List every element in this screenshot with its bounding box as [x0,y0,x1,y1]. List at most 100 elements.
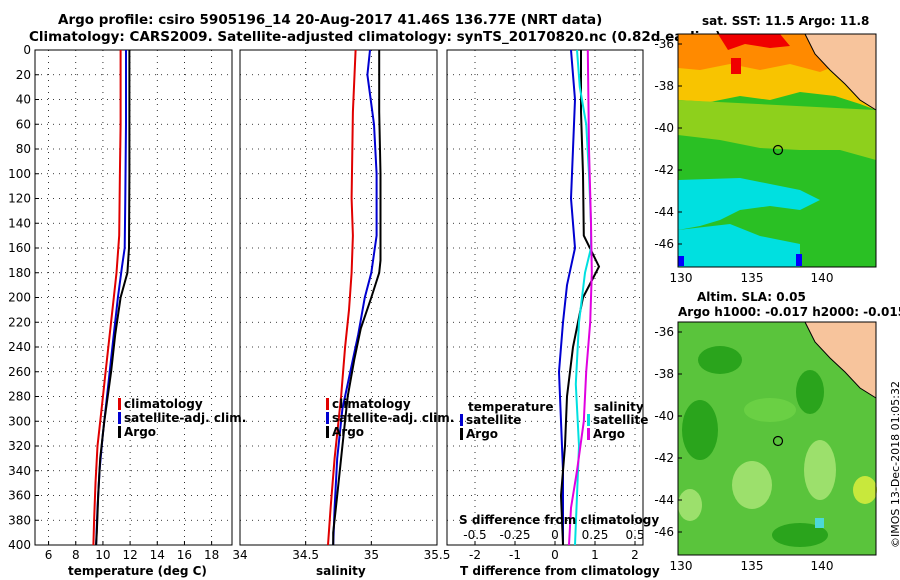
x-tick-label: 12 [122,548,137,562]
legend-swatch [460,428,463,440]
series-line-temperature-satellite [557,49,577,545]
legend-label: climatology [124,397,203,411]
series-line-satellite-adj-clim- [332,49,378,546]
legend-label: satellite [466,413,521,427]
map-lon-label: 140 [811,559,834,573]
series-line-argo [332,50,382,545]
x-tick-label: 35 [364,548,379,562]
x-tick-label: 2 [631,548,639,562]
y-tick-label: 80 [16,142,31,156]
x-tick-label: 34 [232,548,247,562]
map-lat-label: -42 [654,163,674,177]
map-lat-label: -36 [654,37,674,51]
legend-label: satellite-adj. clim. [332,411,454,425]
series-line-salinity-argo [568,49,593,546]
sla-map: Altim. SLA: 0.05 Argo h1000: -0.017 h200… [654,290,900,573]
sst-map: sat. SST: 11.5 Argo: 11.8 130 135 140 -36 -3… [654,14,877,285]
legend-label: Argo [593,427,625,441]
legend-swatch [587,414,590,426]
map-lat-label: -40 [654,121,674,135]
temperature-xlabel: temperature (deg C) [68,564,207,578]
legend-swatch [587,428,590,440]
map-lat-label: -46 [654,525,674,539]
x-top-tick-label: 0.5 [625,528,644,542]
y-tick-label: 220 [8,315,31,329]
y-tick-label: 160 [8,241,31,255]
y-tick-label: 60 [16,117,31,131]
sla-map-title-line2: Argo h1000: -0.017 h2000: -0.015 [678,305,900,319]
x-top-tick-label: -0.25 [499,528,530,542]
legend-title-temperature: temperature [468,400,553,414]
sst-map-title: sat. SST: 11.5 Argo: 11.8 [702,14,869,28]
salinity-panel-frame [239,49,438,546]
argo-position-marker-sst [772,144,784,156]
x-tick-label: -1 [509,548,521,562]
x-tick-label: 34.5 [292,548,319,562]
map-lat-label: -44 [654,205,674,219]
x-top-tick-label: -0.5 [463,528,486,542]
y-tick-label: 40 [16,93,31,107]
y-tick-label: 260 [8,365,31,379]
x-tick-label: 16 [177,548,192,562]
y-tick-label: 120 [8,192,31,206]
x-top-tick-label: 0.25 [582,528,609,542]
x-tick-label: 1 [591,548,599,562]
y-tick-label: 280 [8,390,31,404]
x-tick-label: 8 [72,548,80,562]
map-lat-label: -38 [654,79,674,93]
map-lat-label: -44 [654,493,674,507]
y-tick-label: 20 [16,68,31,82]
map-lon-label: 130 [670,559,693,573]
x-tick-label: 18 [204,548,219,562]
map-lat-label: -36 [654,325,674,339]
x-tick-label: 14 [150,548,165,562]
map-lon-label: 140 [811,271,834,285]
argo-position-marker-sla [772,435,784,447]
x-tick-label: 10 [95,548,110,562]
y-tick-label: 300 [8,414,31,428]
legend-swatch [326,412,329,424]
map-lat-label: -46 [654,237,674,251]
map-lat-label: -38 [654,367,674,381]
legend-label: Argo [124,425,156,439]
x-tick-label: 0 [551,548,559,562]
legend-swatch [460,414,463,426]
legend-label: satellite [593,413,648,427]
y-tick-label: 380 [8,513,31,527]
series-line-argo [95,50,131,546]
y-tick-label: 100 [8,167,31,181]
y-tick-label: 360 [8,489,31,503]
legend-swatch [118,426,121,438]
map-lat-label: -42 [654,451,674,465]
x-tick-label: 6 [45,548,53,562]
map-lon-label: 130 [670,271,693,285]
legend-swatch [118,412,121,424]
legend-swatch [326,398,329,410]
temperature-panel-frame [34,49,233,546]
legend-label: climatology [332,397,411,411]
sla-map-title-line1: Altim. SLA: 0.05 [697,290,806,304]
chart-title-line1: Argo profile: csiro 5905196_14 20-Aug-20… [58,12,603,28]
y-tick-label: 180 [8,266,31,280]
legend-label: satellite-adj. clim. [124,411,246,425]
imos-watermark: ©IMOS 13-Dec-2018 01:05:32 [889,381,900,548]
y-tick-label: 320 [8,439,31,453]
map-lon-label: 135 [741,559,764,573]
difference-panel-frame [446,49,644,546]
y-tick-label: 0 [23,43,31,57]
legend-swatch [118,398,121,410]
series-line-climatology [92,50,122,546]
y-tick-label: 400 [8,538,31,552]
x-tick-label: 35.5 [424,548,451,562]
legend-label: Argo [332,425,364,439]
series-line-climatology [327,49,357,546]
x-top-tick-label: 0 [551,528,559,542]
difference-xlabel: T difference from climatology [460,564,660,578]
y-tick-label: 240 [8,340,31,354]
legend-title-salinity: salinity [594,400,644,414]
map-lat-label: -40 [654,409,674,423]
map-lon-label: 135 [741,271,764,285]
x-tick-label: -2 [469,548,481,562]
y-tick-label: 340 [8,464,31,478]
